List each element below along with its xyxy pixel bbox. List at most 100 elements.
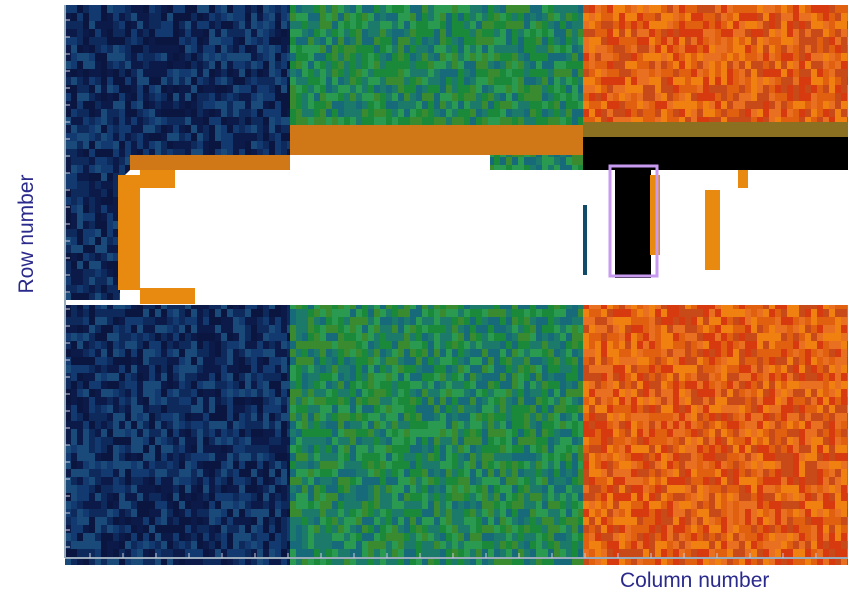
cell <box>149 21 155 29</box>
cell <box>71 21 77 29</box>
cell <box>595 69 601 77</box>
cell <box>793 5 799 13</box>
cell <box>380 5 386 13</box>
cell <box>470 117 476 125</box>
cell <box>524 5 530 13</box>
cell <box>83 77 89 85</box>
cell <box>560 29 566 37</box>
cell <box>167 125 173 133</box>
cell <box>589 69 595 77</box>
cell <box>314 5 320 13</box>
cell <box>829 13 835 21</box>
cell <box>191 45 197 53</box>
cell <box>500 157 506 165</box>
cell <box>649 85 655 93</box>
cell <box>542 85 548 93</box>
cell <box>572 165 578 173</box>
cell <box>83 197 89 205</box>
cell <box>179 77 185 85</box>
cell <box>209 45 215 53</box>
cell <box>65 93 71 101</box>
cell <box>506 21 512 29</box>
cell <box>769 53 775 61</box>
cell <box>829 101 835 109</box>
cell <box>649 45 655 53</box>
cell <box>578 13 583 21</box>
cell <box>125 141 131 149</box>
cell <box>631 37 637 45</box>
cell <box>101 109 107 117</box>
cell <box>95 77 101 85</box>
cell <box>191 37 197 45</box>
cell <box>643 61 649 69</box>
cell <box>77 269 83 277</box>
cell <box>470 45 476 53</box>
cell <box>416 69 422 77</box>
cell <box>173 133 179 141</box>
cell <box>101 277 107 285</box>
cell <box>709 5 715 13</box>
cell <box>65 149 71 157</box>
cell <box>320 45 326 53</box>
cell <box>452 61 458 69</box>
cell <box>757 101 763 109</box>
cell <box>781 117 787 125</box>
cell <box>817 69 823 77</box>
cell <box>89 261 95 269</box>
cell <box>362 69 368 77</box>
cell <box>482 93 488 101</box>
cell <box>215 45 221 53</box>
cell <box>524 13 530 21</box>
cell <box>338 109 344 117</box>
cell <box>428 61 434 69</box>
cell <box>667 53 673 61</box>
cell <box>763 69 769 77</box>
cell <box>257 117 263 125</box>
cell <box>524 165 530 173</box>
cell <box>221 101 227 109</box>
cell <box>77 277 83 285</box>
cell <box>548 29 554 37</box>
cell <box>83 37 89 45</box>
cell <box>530 21 536 29</box>
cell <box>595 29 601 37</box>
cell <box>65 189 71 197</box>
cell <box>679 93 685 101</box>
cell <box>709 109 715 117</box>
cell <box>709 69 715 77</box>
cell <box>392 77 398 85</box>
cell <box>637 93 643 101</box>
cell <box>296 85 302 93</box>
cell <box>326 117 332 125</box>
cell <box>781 85 787 93</box>
cell <box>572 29 578 37</box>
cell <box>530 109 536 117</box>
cell <box>107 125 113 133</box>
cell <box>89 181 95 189</box>
cell <box>721 37 727 45</box>
cell <box>338 101 344 109</box>
cell <box>607 69 613 77</box>
cell <box>458 13 464 21</box>
cell <box>113 13 119 21</box>
cell <box>380 45 386 53</box>
cell <box>607 29 613 37</box>
cell <box>524 93 530 101</box>
cell <box>476 85 482 93</box>
cell <box>95 205 101 213</box>
cell <box>251 85 257 93</box>
cell <box>536 37 542 45</box>
cell <box>65 165 71 173</box>
cell <box>787 45 793 53</box>
cell <box>149 93 155 101</box>
cell <box>709 117 715 125</box>
cell <box>416 77 422 85</box>
cell <box>661 93 667 101</box>
cell <box>83 245 89 253</box>
cell <box>673 53 679 61</box>
cell <box>83 173 89 181</box>
cell <box>326 13 332 21</box>
cell <box>643 101 649 109</box>
cell <box>65 133 71 141</box>
cell <box>410 45 416 53</box>
